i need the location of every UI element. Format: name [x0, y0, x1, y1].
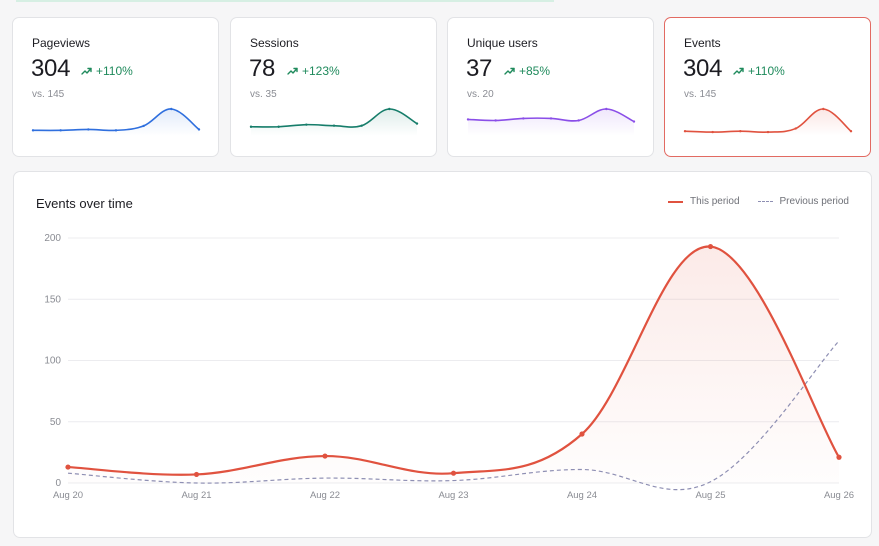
this-period-point — [836, 454, 842, 460]
x-tick-label: Aug 20 — [53, 490, 83, 501]
y-tick-label: 0 — [55, 478, 61, 489]
trend-up-icon — [504, 67, 515, 75]
kpi-delta: +110% — [81, 64, 133, 78]
sparkline-point — [522, 117, 525, 120]
kpi-delta: +85% — [504, 64, 550, 78]
trend-up-icon — [733, 67, 744, 75]
kpi-value: 78 — [249, 55, 276, 82]
kpi-label: Events — [684, 36, 721, 50]
sparkline — [31, 107, 201, 136]
kpi-label: Sessions — [250, 36, 299, 50]
legend-label-this-period: This period — [690, 196, 740, 207]
legend-swatch-solid — [668, 200, 684, 203]
x-tick-label: Aug 25 — [695, 490, 725, 501]
this-period-area — [68, 246, 839, 483]
legend-label-previous-period: Previous period — [779, 196, 849, 207]
kpi-card-unique-users[interactable]: Unique users 37 +85% vs. 20 — [447, 17, 654, 157]
sparkline-point — [277, 125, 280, 128]
this-period-point — [65, 464, 71, 470]
kpi-card-pageviews[interactable]: Pageviews 304 +110% vs. 145 — [12, 17, 219, 157]
this-period-point — [322, 453, 328, 459]
sparkline-point — [849, 130, 853, 133]
sparkline-point — [577, 119, 580, 122]
kpi-label: Unique users — [467, 36, 538, 50]
kpi-card-events[interactable]: Events 304 +110% vs. 145 — [664, 17, 871, 157]
sparkline-point — [822, 107, 825, 111]
sparkline-point — [766, 130, 770, 134]
kpi-delta: +110% — [733, 64, 785, 78]
chart-title: Events over time — [36, 196, 133, 211]
sparkline-area — [468, 108, 634, 136]
this-period-point — [450, 470, 457, 476]
sparkline-area — [251, 108, 417, 136]
sparkline-area — [685, 108, 851, 136]
previous-period-line — [67, 340, 840, 491]
sparkline-point — [494, 119, 497, 122]
this-period-point — [579, 431, 585, 437]
kpi-comparison: vs. 35 — [250, 89, 277, 100]
trend-up-icon — [81, 67, 92, 75]
x-tick-label: Aug 21 — [181, 490, 211, 501]
sparkline-point — [31, 129, 35, 132]
sparkline-point — [360, 124, 363, 127]
kpi-comparison: vs. 145 — [684, 89, 717, 100]
sparkline — [249, 107, 419, 136]
sparkline-point — [388, 107, 391, 111]
sparkline-point — [739, 130, 742, 133]
kpi-comparison: vs. 145 — [32, 89, 65, 100]
sparkline-point — [249, 125, 253, 128]
sparkline-point — [305, 123, 308, 126]
y-tick-label: 150 — [44, 294, 61, 305]
sparkline-point — [794, 127, 797, 130]
sparkline-point — [142, 124, 145, 128]
kpi-delta-text: +110% — [748, 64, 785, 78]
sparkline-point — [549, 117, 553, 120]
kpi-value: 304 — [683, 55, 723, 82]
kpi-delta-text: +123% — [302, 64, 340, 78]
kpi-delta-text: +85% — [519, 64, 551, 78]
trend-up-icon — [287, 67, 298, 75]
sparkline-point — [114, 129, 118, 132]
kpi-card-sessions[interactable]: Sessions 78 +123% vs. 35 — [230, 17, 437, 157]
legend-swatch-dashed — [757, 201, 773, 202]
x-tick-label: Aug 26 — [824, 490, 854, 501]
sparkline-area — [33, 108, 199, 136]
x-tick-label: Aug 24 — [567, 490, 597, 501]
top-accent-line — [16, 0, 554, 2]
sparkline-point — [87, 128, 90, 131]
sparkline — [683, 107, 853, 136]
this-period-point — [707, 243, 714, 250]
sparkline-point — [683, 130, 687, 133]
legend-item-previous-period[interactable]: Previous period — [757, 196, 849, 207]
this-period-line — [67, 245, 840, 476]
sparkline-point — [415, 122, 419, 125]
kpi-value: 304 — [31, 55, 71, 82]
sparkline-point — [59, 129, 62, 132]
kpi-delta-text: +110% — [96, 64, 133, 78]
chart-legend: This period Previous period — [668, 196, 849, 207]
y-tick-label: 200 — [44, 233, 61, 244]
events-over-time-panel: Events over time This period Previous pe… — [13, 171, 872, 538]
sparkline-point — [466, 118, 470, 121]
y-tick-label: 100 — [44, 356, 61, 367]
sparkline-point — [711, 130, 714, 134]
events-line-chart: 0 50 100 150 200 Aug 20 Aug 21 Aug 22 Aug 23 Aug … — [44, 233, 854, 501]
sparkline-point — [632, 120, 636, 123]
sparkline-point — [197, 128, 201, 131]
kpi-delta: +123% — [287, 64, 340, 78]
this-period-point — [193, 471, 200, 478]
sparkline — [466, 107, 636, 136]
x-tick-label: Aug 22 — [310, 490, 340, 501]
y-tick-label: 50 — [50, 417, 62, 428]
kpi-label: Pageviews — [32, 36, 91, 50]
sparkline-point — [332, 124, 336, 127]
sparkline-point — [170, 107, 173, 111]
x-tick-label: Aug 23 — [438, 490, 468, 501]
kpi-comparison: vs. 20 — [467, 89, 494, 100]
kpi-value: 37 — [466, 55, 493, 82]
legend-item-this-period[interactable]: This period — [668, 196, 740, 207]
sparkline-point — [605, 107, 608, 111]
